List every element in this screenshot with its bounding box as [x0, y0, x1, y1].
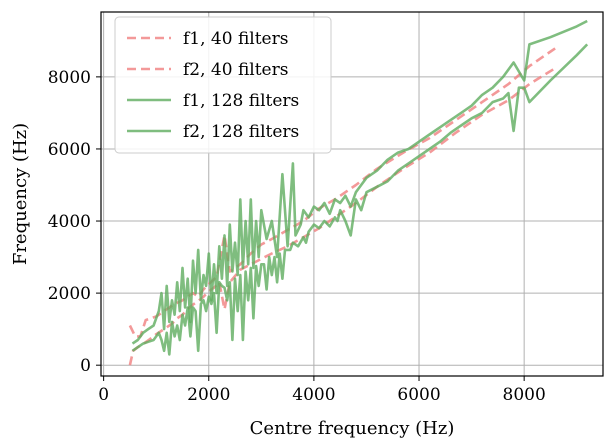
y-tick-label: 4000	[48, 212, 91, 232]
legend-label: f2, 40 filters	[183, 60, 288, 80]
x-tick-label: 2000	[187, 385, 230, 405]
series-lines	[128, 19, 589, 366]
x-tick-label: 4000	[292, 385, 335, 405]
legend-label: f2, 128 filters	[183, 122, 299, 142]
series-line-1	[128, 66, 557, 366]
x-tick-label: 6000	[397, 385, 440, 405]
legend-label: f1, 40 filters	[183, 29, 288, 49]
series-line-3	[131, 43, 589, 356]
x-tick-label: 0	[98, 385, 109, 405]
axis-ticks: 0 2000 4000 6000 8000 0 2000 4000 6000 8000	[48, 68, 546, 405]
y-tick-label: 2000	[48, 284, 91, 304]
legend-label: f1, 128 filters	[183, 91, 299, 111]
y-tick-label: 8000	[48, 68, 91, 88]
y-tick-label: 0	[80, 356, 91, 376]
plot-frame	[100, 11, 604, 377]
y-axis-label: Frequency (Hz)	[10, 123, 31, 265]
legend: f1, 40 filters f2, 40 filters f1, 128 filt…	[114, 16, 332, 154]
x-axis-label: Centre frequency (Hz)	[250, 418, 455, 439]
legend-box	[114, 16, 332, 154]
series-line-4	[131, 19, 588, 345]
y-tick-label: 6000	[48, 140, 91, 160]
x-tick-label: 8000	[503, 385, 546, 405]
